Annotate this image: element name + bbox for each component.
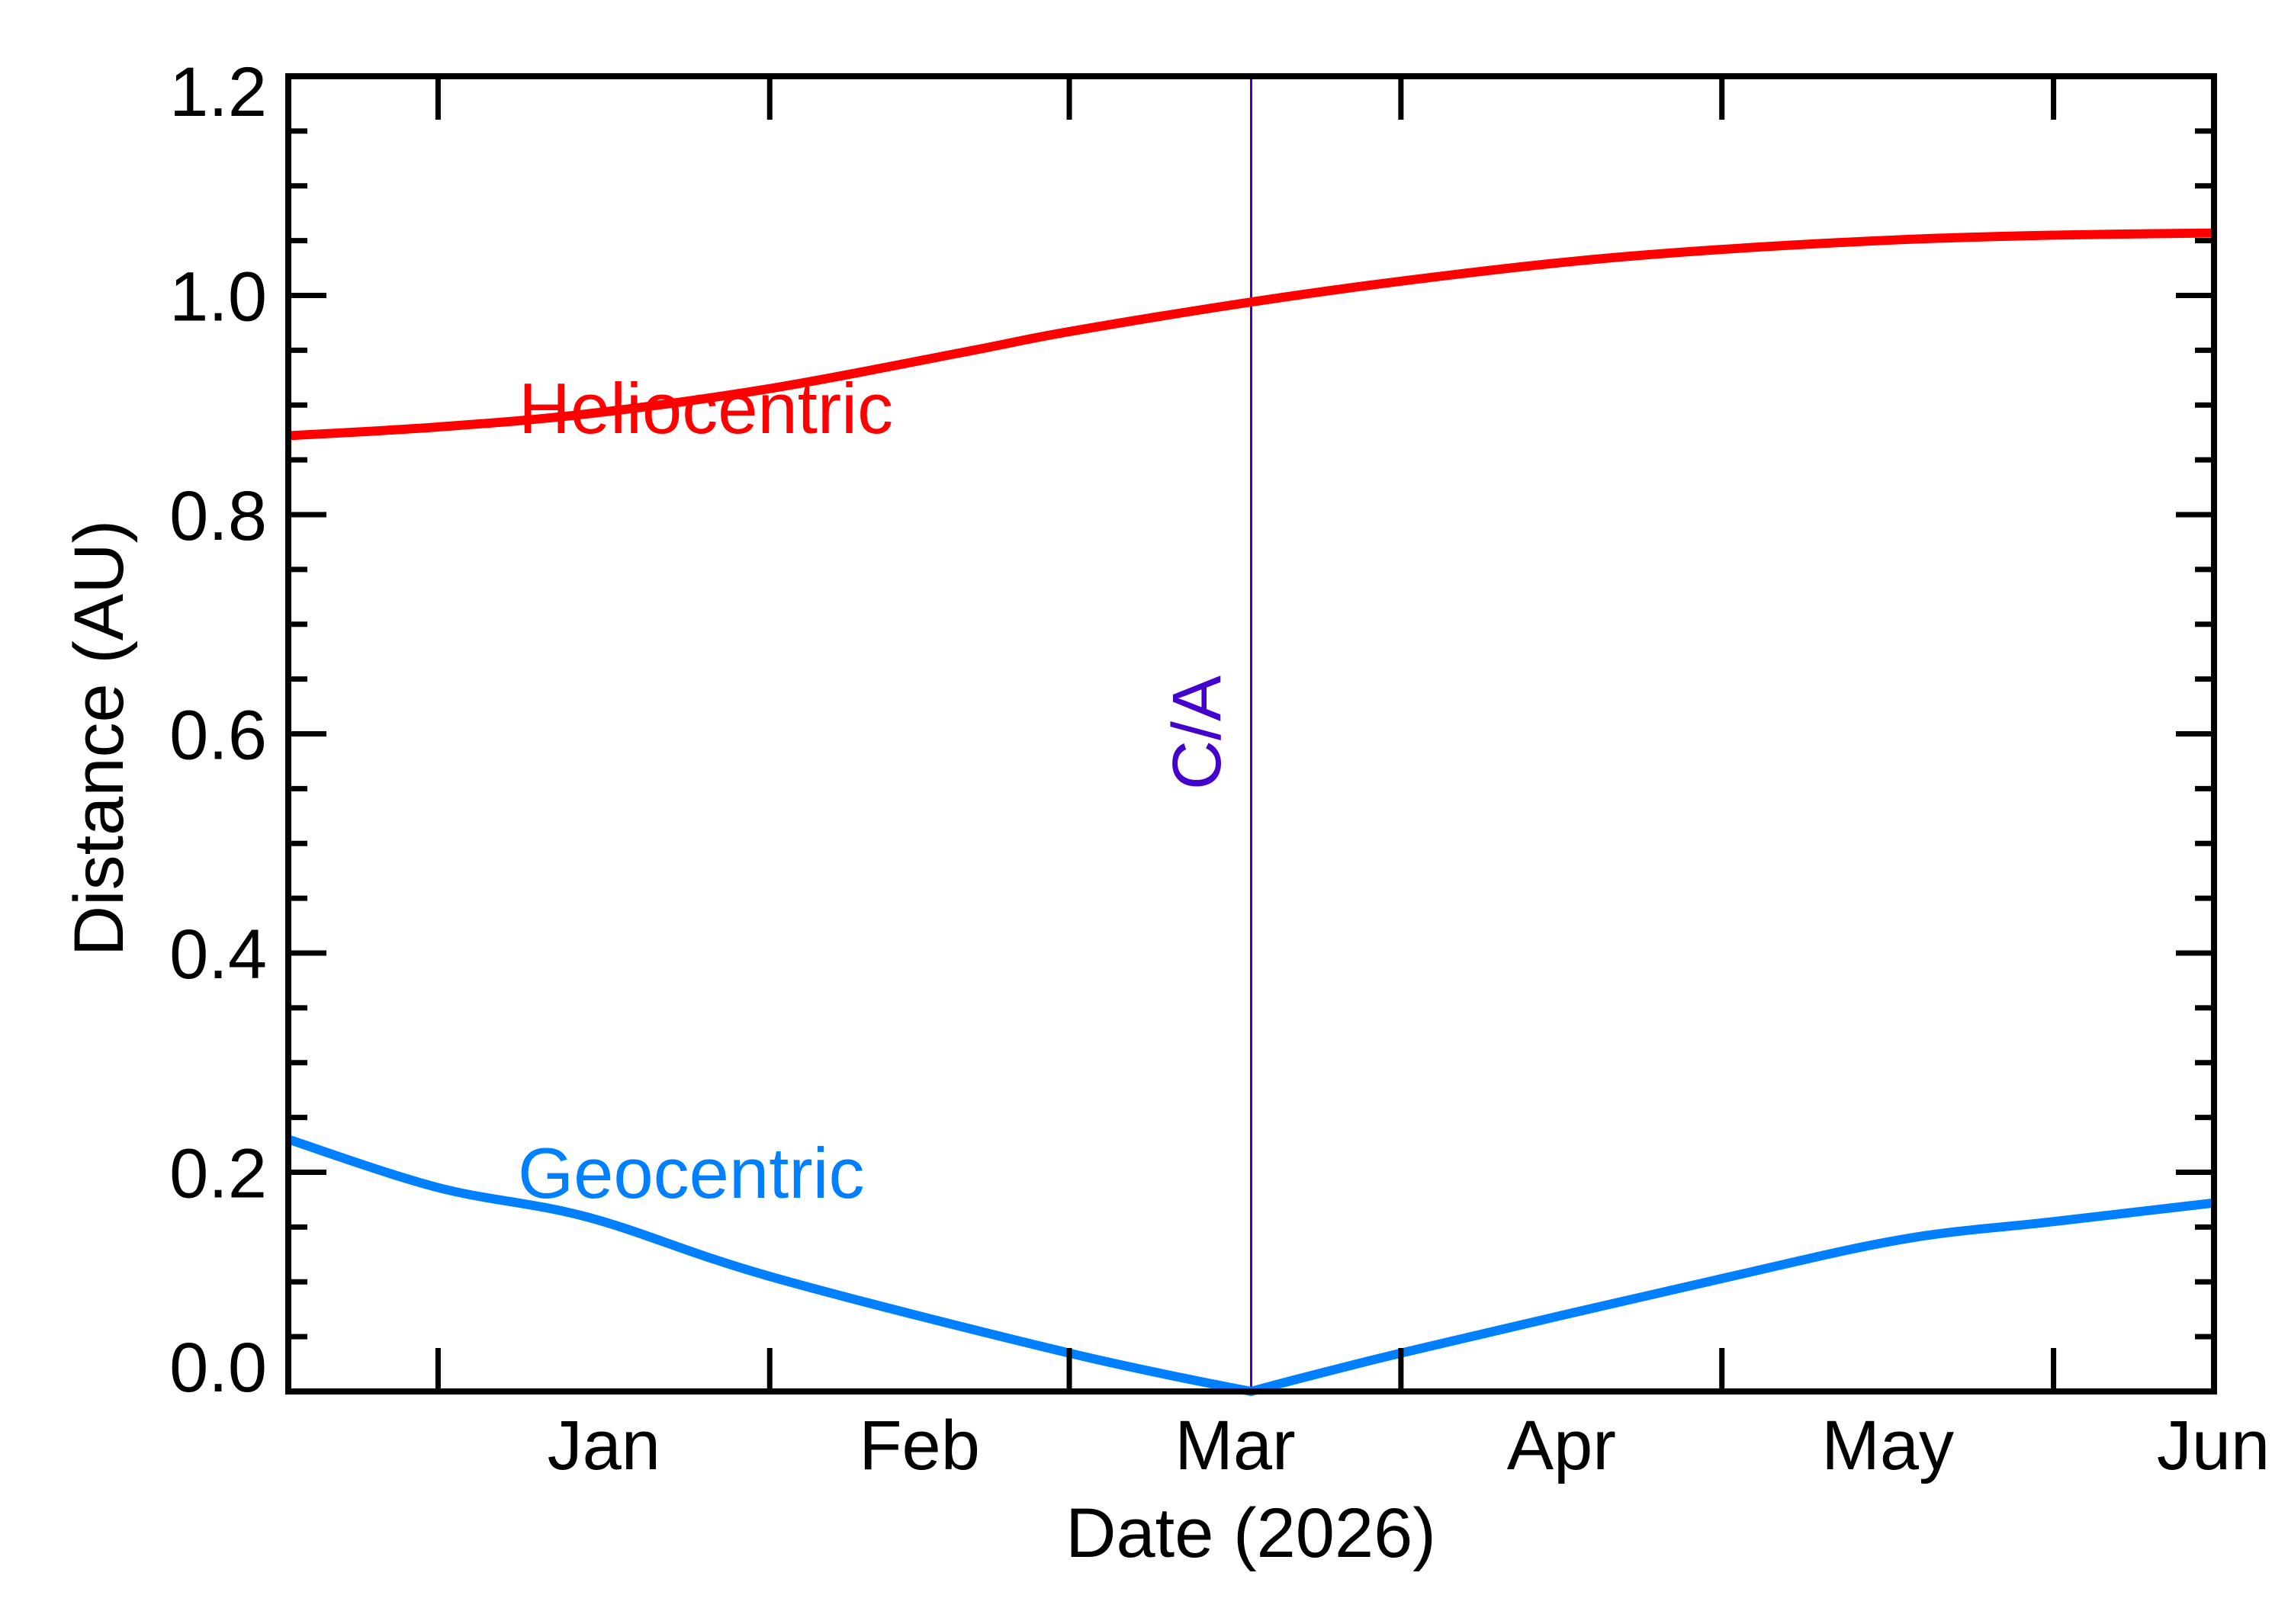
axis-ticks [288, 73, 2214, 1395]
y-tick-label: 1.2 [169, 53, 267, 131]
x-tick-label-mar: Mar [1175, 1407, 1295, 1484]
y-axis-title: Distance (AU) [60, 520, 138, 957]
x-tick-label-jun: Jun [2157, 1407, 2270, 1484]
x-tick-label-feb: Feb [859, 1407, 980, 1484]
y-tick-label: 0.4 [169, 916, 267, 993]
x-tick-label-may: May [1821, 1407, 1954, 1484]
plot-frame [285, 73, 2217, 1395]
y-tick-label: 0.8 [169, 477, 267, 555]
y-tick-labels: 0.0 0.2 0.4 0.6 0.8 1.0 1.2 [169, 53, 267, 1407]
heliocentric-line [288, 228, 2215, 441]
y-tick-label: 1.0 [169, 258, 267, 336]
x-tick-label-jan: Jan [548, 1407, 660, 1484]
y-tick-label: 0.0 [169, 1329, 267, 1407]
x-tick-label-apr: Apr [1507, 1407, 1616, 1484]
geocentric-label: Geocentric [518, 1133, 865, 1213]
ca-label: C/A [1159, 676, 1236, 790]
heliocentric-label: Heliocentric [519, 368, 893, 448]
x-tick-labels: Jan Feb Mar Apr May Jun [548, 1407, 2270, 1484]
x-axis-title: Date (2026) [1065, 1494, 1436, 1572]
y-tick-label: 0.6 [169, 697, 267, 775]
y-tick-label: 0.2 [169, 1135, 267, 1213]
